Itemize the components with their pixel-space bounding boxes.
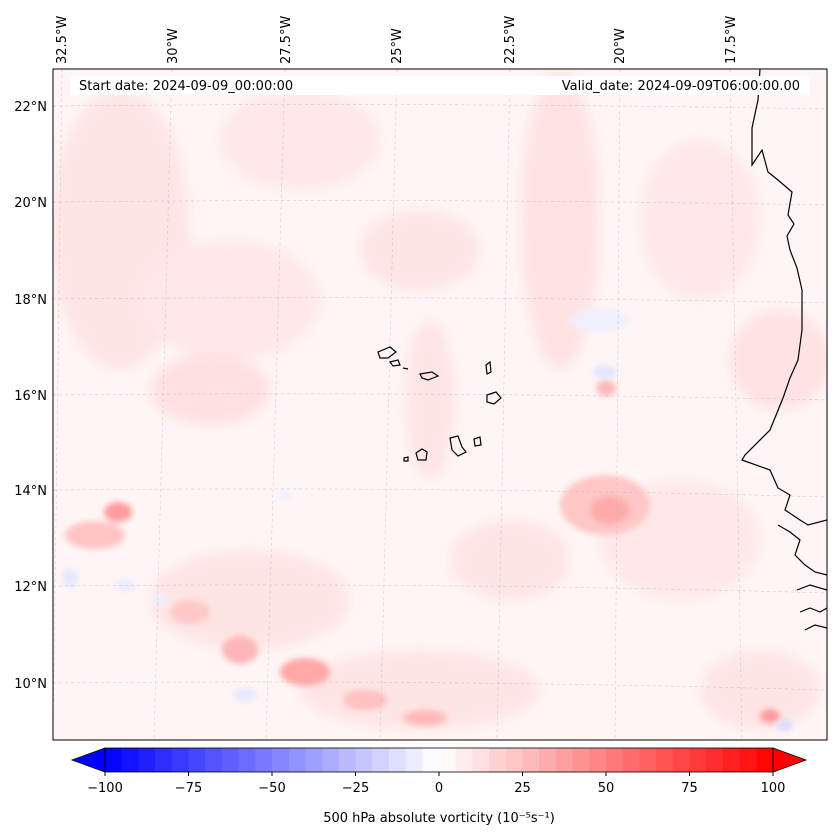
colorbar-segment — [555, 748, 574, 772]
colorbar-segment — [489, 748, 507, 772]
colorbar-segment — [105, 748, 123, 772]
colorbar-segment — [706, 748, 724, 772]
valid-date-label: Valid_date: 2024-09-09T06:00:00.00 — [562, 79, 800, 94]
colorbar-ticks: −100 −75 −50 −25 0 25 50 75 100 — [87, 772, 785, 796]
colorbar-segment — [572, 748, 590, 772]
colorbar-segment — [439, 748, 457, 772]
colorbar-extend-min — [70, 747, 106, 773]
lon-label: 27.5°W — [279, 16, 294, 64]
colorbar-tick-label: 100 — [761, 781, 786, 796]
colorbar-segment — [255, 748, 273, 772]
colorbar-segment — [739, 748, 757, 772]
colorbar-segment — [606, 748, 624, 772]
map-panel: Start date: 2024-09-09_00:00:00 Valid_da… — [52, 68, 828, 741]
colorbar-tick-label: −50 — [258, 781, 285, 796]
colorbar-segment — [121, 748, 139, 772]
lon-label: 20°W — [613, 28, 628, 64]
colorbar-extend-max — [772, 747, 808, 773]
lon-label: 17.5°W — [724, 16, 739, 64]
colorbar-segment — [355, 748, 373, 772]
colorbar-segment — [455, 748, 473, 772]
colorbar-tick-label: 75 — [681, 781, 698, 796]
start-date-label: Start date: 2024-09-09_00:00:00 — [79, 79, 293, 94]
lat-label: 10°N — [14, 677, 47, 692]
lat-label: 22°N — [14, 100, 47, 115]
colorbar-tick-label: 0 — [435, 781, 443, 796]
colorbar-segment — [639, 748, 657, 772]
colorbar-segment — [722, 748, 741, 772]
coastline — [741, 69, 827, 631]
colorbar-segment — [205, 748, 223, 772]
colorbar-segment — [272, 748, 290, 772]
colorbar-label: 500 hPa absolute vorticity (10⁻⁵s⁻¹) — [323, 811, 555, 826]
lon-label: 32.5°W — [55, 16, 70, 64]
colorbar-segment — [138, 748, 156, 772]
colorbar-tick-label: −25 — [342, 781, 369, 796]
lat-label: 14°N — [14, 484, 47, 499]
colorbar-tick-label: −75 — [175, 781, 202, 796]
colorbar-segment — [305, 748, 323, 772]
colorbar-segment — [221, 748, 240, 772]
colorbar-segment — [422, 748, 440, 772]
date-banner — [70, 76, 810, 95]
map-frame — [52, 68, 828, 741]
colorbar-tick-label: 50 — [598, 781, 615, 796]
colorbar-segment — [338, 748, 356, 772]
lon-label: 30°W — [166, 28, 181, 64]
colorbar-segment — [539, 748, 557, 772]
colorbar-segment — [472, 748, 490, 772]
colorbar-segment — [589, 748, 607, 772]
graticule — [53, 69, 827, 740]
colorbar: −100 −75 −50 −25 0 25 50 75 100 500 hPa absolute… — [70, 747, 808, 826]
lon-label: 22.5°W — [503, 16, 518, 64]
colorbar-segment — [522, 748, 540, 772]
lon-label: 25°W — [390, 28, 405, 64]
colorbar-segment — [372, 748, 390, 772]
colorbar-segment — [405, 748, 423, 772]
colorbar-segment — [672, 748, 690, 772]
colorbar-segment — [288, 748, 306, 772]
lat-label: 20°N — [14, 196, 47, 211]
colorbar-segment — [322, 748, 340, 772]
colorbar-segment — [238, 748, 256, 772]
colorbar-segment — [505, 748, 523, 772]
colorbar-tick-label: 25 — [514, 781, 531, 796]
colorbar-segment — [756, 748, 774, 772]
colorbar-segment — [388, 748, 407, 772]
colorbar-segments — [105, 748, 774, 772]
colorbar-segment — [188, 748, 206, 772]
colorbar-segment — [155, 748, 173, 772]
vorticity-field — [53, 70, 827, 731]
lat-label: 18°N — [14, 293, 47, 308]
colorbar-segment — [656, 748, 674, 772]
longitude-labels: 32.5°W 30°W 27.5°W 25°W 22.5°W 20°W 17.5… — [55, 16, 739, 64]
colorbar-segment — [689, 748, 707, 772]
latitude-labels: 22°N 20°N 18°N 16°N 14°N 12°N 10°N — [14, 100, 47, 692]
colorbar-tick-label: −100 — [87, 781, 123, 796]
lat-label: 16°N — [14, 389, 47, 404]
colorbar-segment — [622, 748, 640, 772]
colorbar-segment — [171, 748, 189, 772]
lat-label: 12°N — [14, 580, 47, 595]
cape-verde-islands — [377, 346, 502, 462]
